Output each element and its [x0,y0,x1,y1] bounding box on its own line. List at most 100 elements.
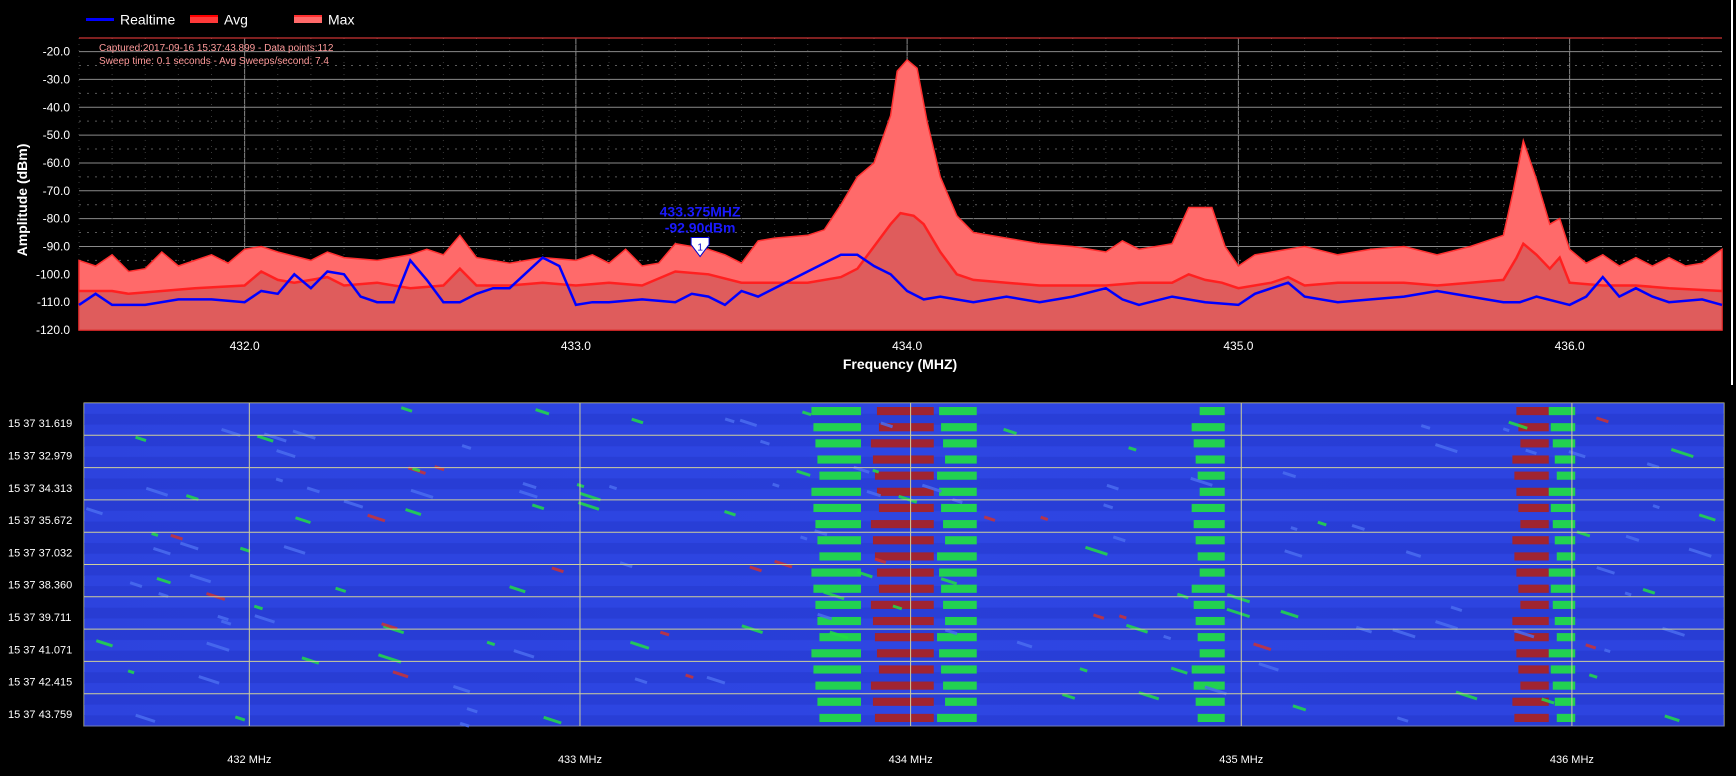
waterfall-speckle [551,566,564,574]
waterfall-speckle [461,444,472,450]
peak-marker[interactable]: 433.375MHZ -92.90dBm 1 [660,204,741,258]
waterfall-speckle [400,406,413,413]
waterfall-band [1191,665,1225,674]
marker-index: 1 [697,243,703,254]
waterfall-band [1191,503,1225,513]
waterfall-speckle [1396,716,1409,723]
waterfall-speckle [1670,448,1694,459]
waterfall-chart: 15 37 31.619 15 37 32.979 15 37 34.313 15 3… [8,402,1725,766]
waterfall-speckle [405,508,422,516]
waterfall-speckle [295,516,311,525]
waterfall-band [945,536,977,545]
waterfall-speckle [1226,593,1251,604]
waterfall-band [943,520,977,529]
waterfall-speckle [276,449,296,459]
waterfall-band [1193,681,1225,690]
y-tick-label: -70.0 [43,184,71,198]
waterfall-speckle [577,501,600,511]
waterfall-band [1193,439,1225,448]
waterfall-band [878,665,934,674]
legend-swatch-avg [190,15,218,24]
waterfall-stripe [84,510,1724,522]
x-axis-tick-labels: 432.0 433.0 434.0 435.0 436.0 [230,339,1585,353]
waterfall-stripe [84,639,1724,652]
waterfall-band [1195,536,1225,545]
waterfall-speckle [608,484,618,491]
waterfall-band [1550,584,1576,593]
waterfall-band [872,697,934,706]
waterfall-speckle [1434,443,1458,454]
waterfall-speckle [1292,704,1307,712]
waterfall-x-tick-label: 435 MHz [1219,754,1263,766]
waterfall-band [1550,423,1576,432]
y-tick-label: -30.0 [43,72,71,86]
waterfall-speckle [127,669,135,675]
capture-info: Captured:2017-09-16 15:37:43.899 - Data … [99,42,333,68]
waterfall-speckle [509,585,526,594]
waterfall-speckle [1118,614,1127,620]
waterfall-speckle [95,639,114,648]
waterfall-speckle [518,489,538,499]
legend-label: Avg [224,11,248,28]
x-tick-label: 433.0 [561,339,591,353]
waterfall-speckle [1040,515,1049,521]
waterfall-speckle [1525,448,1537,456]
waterfall-speckle [1284,549,1303,558]
series-max-area [78,58,1723,331]
waterfall-band [813,584,862,593]
y-tick-label: -110.0 [37,295,70,309]
waterfall-speckle [1106,483,1119,491]
waterfall-band [1548,407,1576,416]
waterfall-x-tick-label: 433 MHz [558,754,602,766]
waterfall-speckle [576,483,585,489]
waterfall-speckle [283,545,306,555]
waterfall-speckle [1092,613,1105,620]
waterfall-band [1193,600,1225,609]
waterfall-band [870,600,934,609]
waterfall-speckle [796,469,811,477]
waterfall-band [937,713,977,722]
waterfall-time-labels: 15 37 31.619 15 37 32.979 15 37 34.313 15 3… [8,418,72,721]
waterfall-speckle [301,656,320,665]
legend-item-realtime[interactable]: Realtime [86,10,175,27]
waterfall-band [1552,681,1576,690]
waterfall-band [817,536,862,545]
waterfall-speckle [198,675,220,685]
waterfall-speckle [772,482,780,488]
waterfall-speckle [940,577,958,586]
legend-item-max[interactable]: Max [294,10,354,27]
waterfall-speckle [170,533,183,541]
waterfall-band [1191,584,1225,593]
waterfall-speckle [129,581,143,588]
time-row-label: 15 37 39.711 [8,612,71,624]
legend-item-avg[interactable]: Avg [190,10,248,27]
waterfall-speckle [944,628,958,636]
legend-label: Realtime [120,11,176,28]
waterfall-band [1518,503,1549,513]
series-realtime-line [78,253,1723,307]
waterfall-speckle [343,499,364,509]
time-row-label: 15 37 42.415 [8,677,72,689]
waterfall-band [1556,633,1576,642]
waterfall-x-tick-label: 432 MHz [227,754,271,766]
waterfall-speckle [1698,513,1716,522]
capture-info-line: Captured:2017-09-16 15:37:43.899 - Data … [99,43,334,54]
waterfall-noise [85,406,1716,728]
waterfall-speckle [874,557,887,564]
y-tick-label: -20.0 [43,45,71,59]
waterfall-band [1520,681,1549,690]
waterfall-stripe [84,607,1724,619]
waterfall-speckle [866,489,882,498]
waterfall-band [1556,713,1576,722]
waterfall-speckle [1282,471,1297,479]
waterfall-speckle [739,418,758,427]
x-axis-title: Frequency (MHZ) [843,356,957,372]
waterfall-band [1518,665,1549,674]
waterfall-band [937,471,977,480]
waterfall-band [1195,455,1225,464]
waterfall-band [819,552,862,561]
waterfall-speckle [629,640,650,650]
waterfall-band [811,568,862,577]
waterfall-band [870,681,934,690]
waterfall-band [941,423,977,432]
